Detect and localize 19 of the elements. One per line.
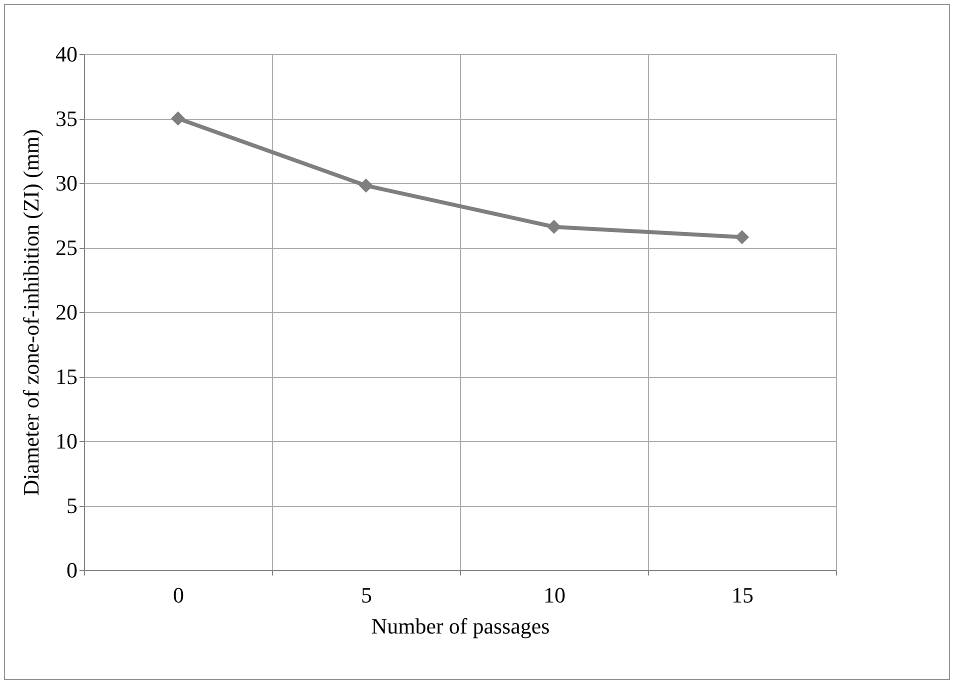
point [734,230,750,244]
x-tick-label: 5 [361,582,372,608]
y-tick-label: 5 [66,493,78,518]
y-tick-label: 25 [56,235,78,260]
point [358,178,374,193]
y-tick-label: 0 [66,558,78,582]
y-tick-label: 40 [56,42,78,66]
y-tick-label: 20 [56,300,78,324]
x-tick-label: 15 [732,582,754,608]
y-axis-title: Diameter of zone-of-inhibition (ZI) (mm) [18,129,44,496]
y-tick-label: 30 [56,170,78,196]
x-tick-label: 10 [544,582,566,608]
point [546,220,562,234]
x-tick-label: 0 [173,582,184,608]
point [170,111,186,126]
y-tick-label: 15 [56,364,78,389]
y-tick-label: 10 [56,428,78,454]
x-axis-title: Number of passages [371,614,550,638]
y-tick-label: 35 [56,106,78,131]
